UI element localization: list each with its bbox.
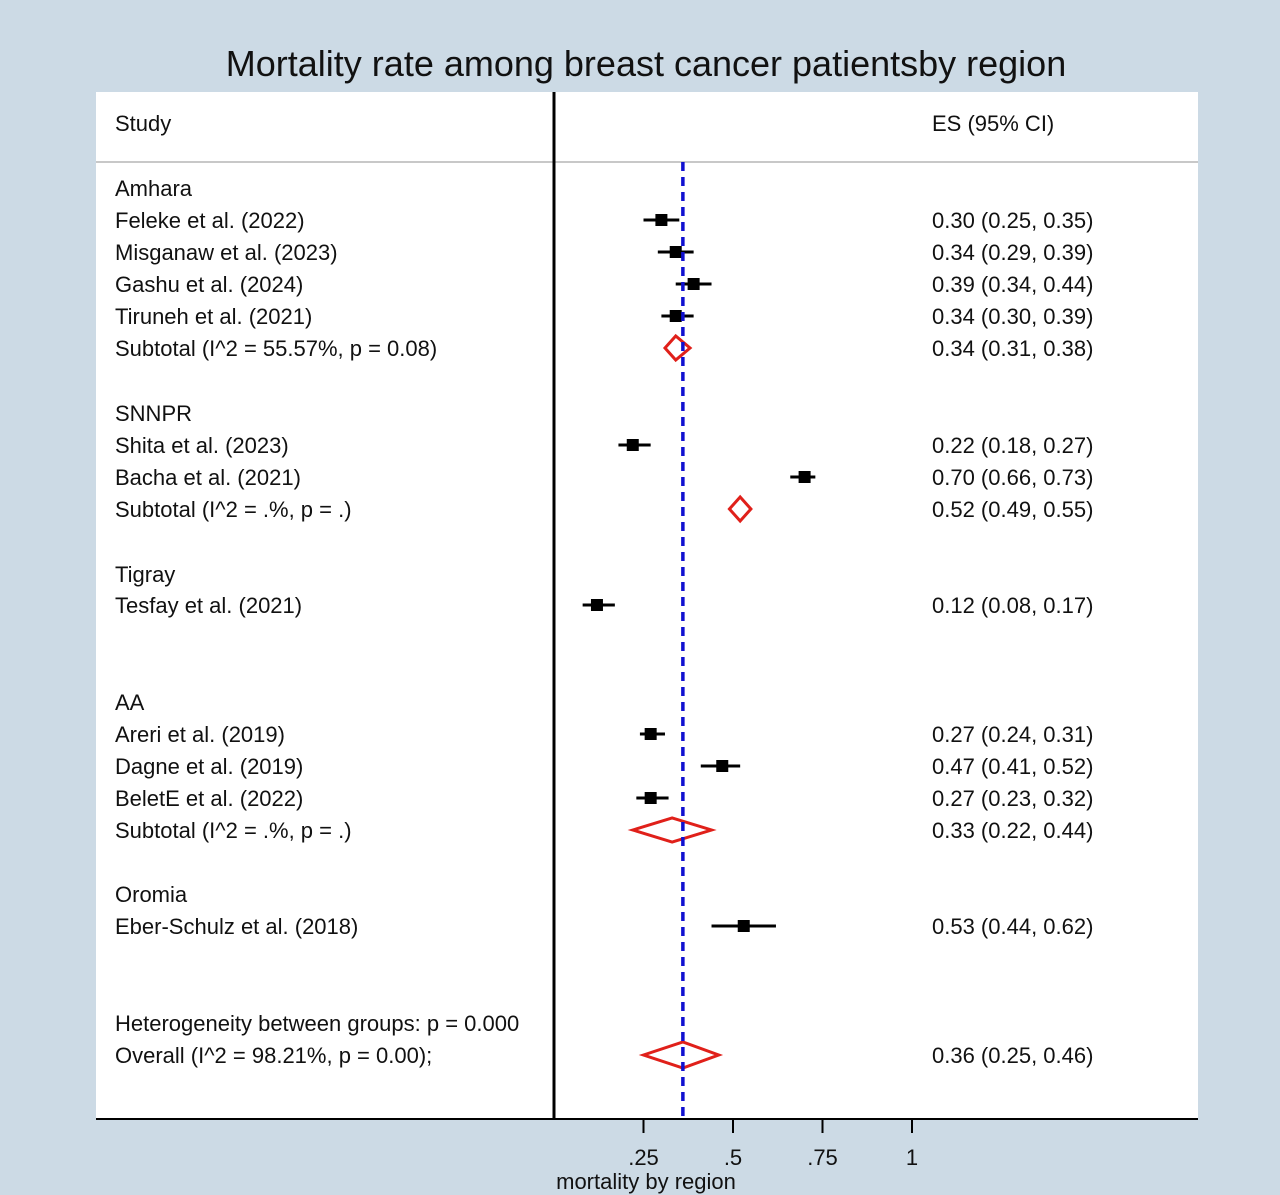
overall-label: Overall (I^2 = 98.21%, p = 0.00); [115, 1043, 432, 1068]
study-label: Eber-Schulz et al. (2018) [115, 914, 358, 939]
study-estimate-text: 0.30 (0.25, 0.35) [932, 208, 1093, 233]
study-estimate-text: 0.39 (0.34, 0.44) [932, 272, 1093, 297]
overall-estimate-text: 0.36 (0.25, 0.46) [932, 1043, 1093, 1068]
group-label: Tigray [115, 562, 175, 587]
study-label: Tiruneh et al. (2021) [115, 304, 312, 329]
subtotal-estimate-text: 0.33 (0.22, 0.44) [932, 818, 1093, 843]
subtotal-estimate-text: 0.52 (0.49, 0.55) [932, 497, 1093, 522]
study-label: Misganaw et al. (2023) [115, 240, 338, 265]
group-label: SNNPR [115, 401, 192, 426]
group-label: Oromia [115, 882, 188, 907]
study-label: Gashu et al. (2024) [115, 272, 303, 297]
header-estimate-label: ES (95% CI) [932, 111, 1054, 136]
study-estimate-text: 0.53 (0.44, 0.62) [932, 914, 1093, 939]
chart-title: Mortality rate among breast cancer patie… [226, 43, 1066, 84]
study-label: Bacha et al. (2021) [115, 465, 301, 490]
study-estimate-text: 0.27 (0.23, 0.32) [932, 786, 1093, 811]
subtotal-label: Subtotal (I^2 = .%, p = .) [115, 818, 352, 843]
marks-layer: Amhara Feleke et al. (2022) 0.30 (0.25, 0.… [115, 92, 1093, 1119]
study-point-marker [737, 920, 750, 932]
study-point-marker [644, 728, 657, 740]
overall-diamond [638, 1040, 724, 1070]
study-label: BeletE et al. (2022) [115, 786, 303, 811]
x-tick-label: .5 [724, 1145, 742, 1170]
x-axis: .25 .5 .75 1 [96, 1118, 1198, 1170]
study-label: Areri et al. (2019) [115, 722, 285, 747]
study-estimate-text: 0.22 (0.18, 0.27) [932, 433, 1093, 458]
study-point-marker [655, 214, 668, 226]
subtotal-label: Subtotal (I^2 = .%, p = .) [115, 497, 352, 522]
subtotal-label: Subtotal (I^2 = 55.57%, p = 0.08) [115, 336, 437, 361]
study-point-marker [798, 471, 811, 483]
group-label: Amhara [115, 176, 193, 201]
study-point-marker [590, 599, 603, 611]
study-label: Dagne et al. (2019) [115, 754, 303, 779]
study-estimate-text: 0.12 (0.08, 0.17) [932, 593, 1093, 618]
subtotal-estimate-text: 0.34 (0.31, 0.38) [932, 336, 1093, 361]
plot-panel [96, 92, 1198, 1118]
study-label: Tesfay et al. (2021) [115, 593, 302, 618]
subtotal-diamond [727, 494, 753, 524]
x-tick-label: .25 [628, 1145, 659, 1170]
study-point-marker [669, 246, 682, 258]
group-label: AA [115, 690, 145, 715]
study-estimate-text: 0.27 (0.24, 0.31) [932, 722, 1093, 747]
study-estimate-text: 0.70 (0.66, 0.73) [932, 465, 1093, 490]
study-point-marker [626, 439, 639, 451]
study-point-marker [644, 792, 657, 804]
study-point-marker [669, 310, 682, 322]
study-label: Feleke et al. (2022) [115, 208, 305, 233]
x-axis-label: mortality by region [556, 1169, 736, 1194]
study-point-marker [687, 278, 700, 290]
heterogeneity-text: Heterogeneity between groups: p = 0.000 [115, 1011, 519, 1036]
header-study-label: Study [115, 111, 171, 136]
study-estimate-text: 0.47 (0.41, 0.52) [932, 754, 1093, 779]
study-point-marker [716, 760, 729, 772]
study-estimate-text: 0.34 (0.29, 0.39) [932, 240, 1093, 265]
study-label: Shita et al. (2023) [115, 433, 289, 458]
study-estimate-text: 0.34 (0.30, 0.39) [932, 304, 1093, 329]
x-tick-label: .75 [807, 1145, 838, 1170]
x-tick-label: 1 [906, 1145, 918, 1170]
subtotal-diamond [662, 333, 693, 363]
subtotal-diamond [627, 816, 717, 844]
